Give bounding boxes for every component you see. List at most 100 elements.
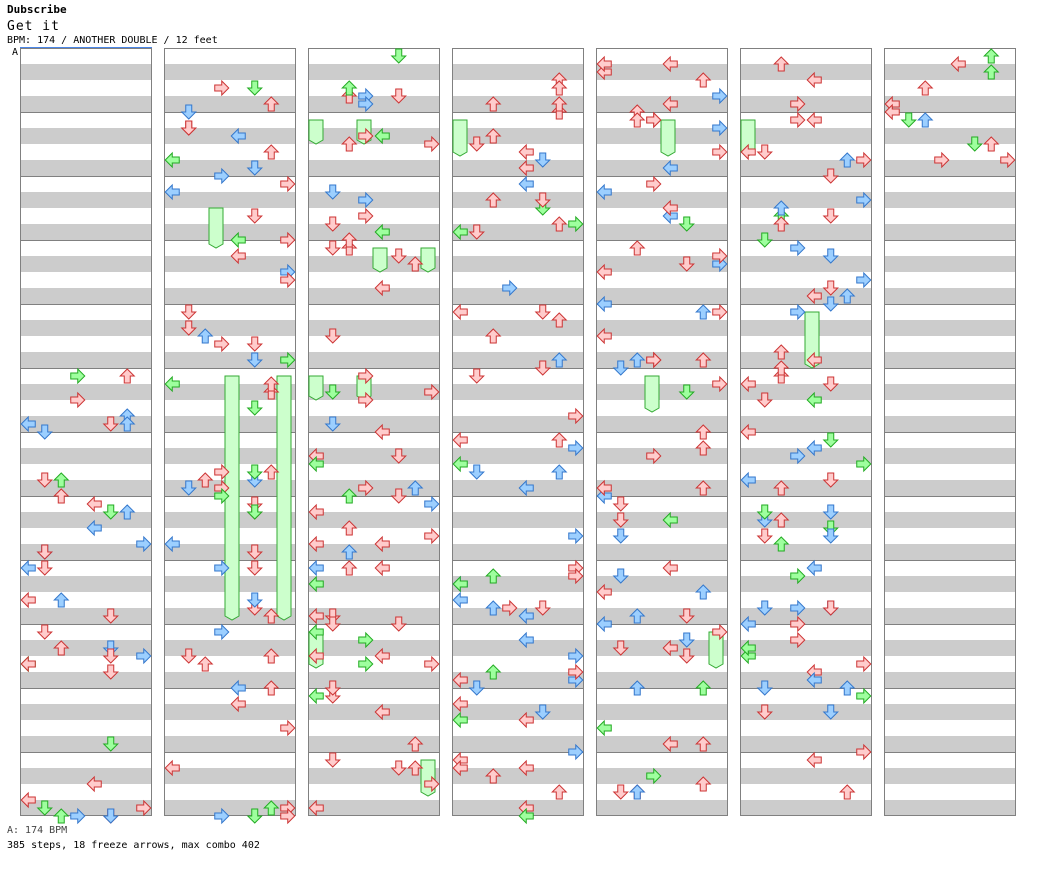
step-arrow <box>324 616 341 632</box>
step-arrow <box>629 680 646 696</box>
step-arrow <box>230 231 246 249</box>
step-arrow <box>308 799 324 817</box>
step-arrow <box>790 615 806 633</box>
freeze-arrow <box>420 247 436 273</box>
step-arrow <box>612 528 629 544</box>
step-arrow <box>102 416 119 432</box>
step-arrow <box>596 183 612 201</box>
step-arrow <box>756 680 773 696</box>
step-arrow <box>214 487 230 505</box>
step-arrow <box>246 352 263 368</box>
step-arrow <box>452 695 468 713</box>
step-arrow <box>518 143 534 161</box>
step-arrow <box>596 327 612 345</box>
step-arrow <box>983 48 1000 64</box>
step-arrow <box>70 367 86 385</box>
step-arrow <box>612 496 629 512</box>
step-arrow <box>773 216 790 232</box>
step-arrow <box>102 808 119 824</box>
step-arrow <box>246 160 263 176</box>
step-arrow <box>324 328 341 344</box>
step-arrow <box>712 247 728 265</box>
step-arrow <box>678 632 695 648</box>
step-arrow <box>180 480 197 496</box>
step-arrow <box>568 527 584 545</box>
step-arrow <box>806 671 822 689</box>
step-arrow <box>102 664 119 680</box>
step-arrow <box>341 520 358 536</box>
step-arrow <box>822 600 839 616</box>
step-arrow <box>856 191 872 209</box>
step-arrow <box>468 136 485 152</box>
step-arrow <box>36 424 53 440</box>
step-arrow <box>662 55 678 73</box>
step-arrow <box>263 680 280 696</box>
step-arrow <box>308 503 324 521</box>
step-arrow <box>695 680 712 696</box>
step-arrow <box>407 256 424 272</box>
step-arrow <box>324 752 341 768</box>
step-arrow <box>856 655 872 673</box>
chart-column <box>596 48 728 816</box>
step-arrow <box>773 536 790 552</box>
step-arrow <box>712 303 728 321</box>
step-arrow <box>20 559 36 577</box>
step-arrow <box>214 463 230 481</box>
step-arrow <box>136 647 152 665</box>
step-arrow <box>678 384 695 400</box>
step-arrow <box>308 559 324 577</box>
step-arrow <box>806 559 822 577</box>
step-arrow <box>856 743 872 761</box>
step-arrow <box>806 71 822 89</box>
bpm-marker: A <box>12 47 19 58</box>
step-arrow <box>20 591 36 609</box>
step-arrow <box>568 743 584 761</box>
step-arrow <box>36 800 53 816</box>
step-arrow <box>358 95 374 113</box>
step-arrow <box>662 159 678 177</box>
step-arrow <box>773 200 790 216</box>
step-arrow <box>452 671 468 689</box>
step-arrow <box>756 144 773 160</box>
step-arrow <box>740 375 756 393</box>
step-arrow <box>468 680 485 696</box>
step-arrow <box>20 415 36 433</box>
freeze-arrow <box>276 375 292 621</box>
step-arrow <box>596 615 612 633</box>
step-arrow <box>518 175 534 193</box>
step-arrow <box>180 320 197 336</box>
step-arrow <box>36 560 53 576</box>
step-arrow <box>983 64 1000 80</box>
step-arrow <box>695 440 712 456</box>
step-arrow <box>712 119 728 137</box>
step-arrow <box>612 512 629 528</box>
step-arrow <box>773 360 790 376</box>
step-arrow <box>197 656 214 672</box>
step-arrow <box>485 128 502 144</box>
step-arrow <box>596 295 612 313</box>
step-arrow <box>230 695 246 713</box>
step-arrow <box>695 736 712 752</box>
step-arrow <box>502 279 518 297</box>
step-arrow <box>983 136 1000 152</box>
step-arrow <box>341 544 358 560</box>
step-arrow <box>119 368 136 384</box>
step-arrow <box>695 776 712 792</box>
step-arrow <box>374 559 390 577</box>
step-arrow <box>485 96 502 112</box>
step-arrow <box>358 631 374 649</box>
step-arrow <box>53 472 70 488</box>
step-arrow <box>612 784 629 800</box>
step-arrow <box>518 807 534 825</box>
step-arrow <box>822 528 839 544</box>
step-arrow <box>341 80 358 96</box>
step-arrow <box>646 175 662 193</box>
step-arrow <box>822 168 839 184</box>
step-arrow <box>119 416 136 432</box>
step-arrow <box>790 631 806 649</box>
step-arrow <box>806 439 822 457</box>
step-arrow <box>20 655 36 673</box>
freeze-arrow <box>224 375 240 621</box>
step-arrow <box>102 648 119 664</box>
step-arrow <box>246 544 263 560</box>
